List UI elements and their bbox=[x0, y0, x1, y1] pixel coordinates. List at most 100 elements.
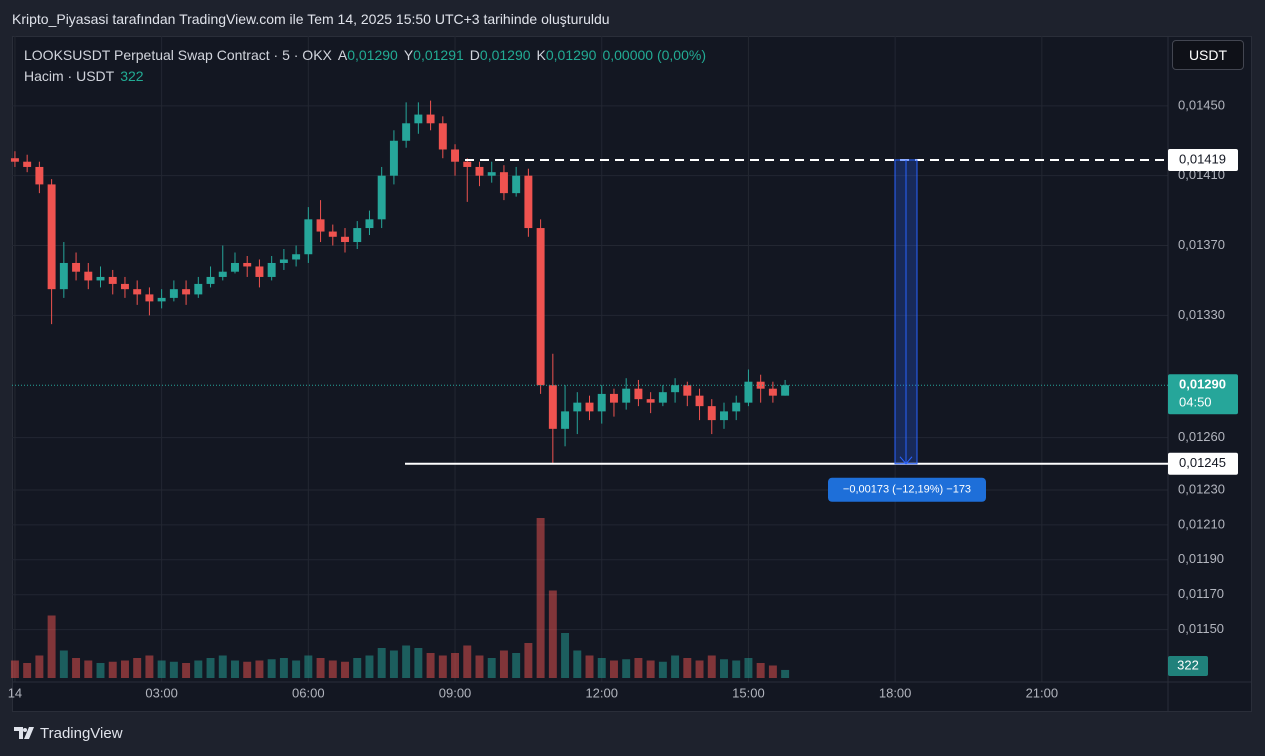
brand: TradingView bbox=[40, 725, 123, 742]
x-tick-label: 12:00 bbox=[585, 685, 618, 700]
volume-bar bbox=[279, 658, 288, 678]
field-value: 0,01290 bbox=[347, 47, 398, 63]
volume-bar bbox=[512, 653, 521, 678]
y-tick-label: 0,01450 bbox=[1178, 97, 1225, 112]
y-tick-label: 0,01170 bbox=[1178, 586, 1224, 601]
volume-bar bbox=[414, 648, 423, 678]
volume-bar bbox=[732, 660, 741, 678]
volume-bar bbox=[487, 658, 496, 678]
volume-bar bbox=[169, 661, 178, 678]
change: 0,00000 (0,00%) bbox=[602, 47, 706, 63]
body bbox=[683, 385, 692, 396]
caption: Kripto_Piyasasi tarafından TradingView.c… bbox=[12, 11, 610, 27]
volume-bar bbox=[133, 658, 142, 678]
body bbox=[597, 393, 606, 412]
volume-bar bbox=[243, 661, 252, 678]
body bbox=[756, 381, 765, 389]
volume-bar bbox=[524, 643, 533, 678]
body bbox=[768, 388, 777, 396]
body bbox=[316, 219, 325, 232]
volume-bar bbox=[756, 663, 765, 678]
x-tick-label: 09:00 bbox=[439, 685, 472, 700]
volume-bar bbox=[646, 660, 655, 678]
volume-bar bbox=[96, 663, 105, 678]
volume-bar bbox=[72, 658, 81, 678]
body bbox=[671, 385, 680, 393]
body bbox=[402, 123, 411, 141]
legend-field: D0,01290 bbox=[470, 45, 531, 66]
body bbox=[108, 276, 117, 284]
body bbox=[292, 254, 301, 260]
y-tick-label: 0,01230 bbox=[1178, 481, 1225, 496]
volume-bar bbox=[23, 663, 32, 678]
countdown: 04:50 bbox=[1179, 395, 1212, 410]
currency-button[interactable]: USDT bbox=[1172, 40, 1244, 70]
body bbox=[634, 388, 643, 400]
level-label-box bbox=[1168, 452, 1238, 475]
measure-label-box bbox=[828, 477, 986, 502]
volume-bar bbox=[597, 658, 606, 678]
volume-bar bbox=[377, 648, 386, 678]
volume-bar bbox=[720, 659, 728, 678]
symbol: LOOKSUSDT Perpetual Swap Contract · 5 · … bbox=[24, 47, 332, 63]
volume-bar bbox=[658, 661, 667, 678]
body bbox=[133, 289, 142, 295]
body bbox=[524, 175, 533, 229]
volume-bar bbox=[365, 655, 374, 678]
volume-bar bbox=[206, 658, 215, 678]
field-key: Y bbox=[403, 47, 414, 63]
body bbox=[341, 236, 349, 243]
body bbox=[536, 228, 545, 386]
volume-bar bbox=[120, 660, 129, 678]
body bbox=[120, 283, 129, 290]
body bbox=[353, 228, 362, 243]
body bbox=[182, 289, 191, 295]
volume-bar bbox=[744, 658, 753, 678]
x-tick-label: 14 bbox=[8, 685, 22, 700]
body bbox=[243, 262, 252, 267]
chart-panel bbox=[12, 36, 1252, 712]
body bbox=[707, 406, 716, 421]
legend-field: K0,01290 bbox=[537, 45, 597, 66]
body bbox=[658, 392, 667, 403]
volume-bar bbox=[707, 655, 716, 678]
volume-bar bbox=[683, 658, 692, 678]
body bbox=[169, 289, 178, 298]
body bbox=[377, 175, 386, 220]
volume-bar bbox=[475, 655, 484, 678]
body bbox=[72, 262, 81, 272]
body bbox=[499, 172, 508, 194]
volume-bar bbox=[536, 518, 545, 678]
volume-bar bbox=[231, 660, 239, 678]
body bbox=[194, 283, 203, 295]
volume-bar bbox=[573, 650, 582, 678]
y-tick-label: 0,01260 bbox=[1178, 429, 1225, 444]
volume-label-box bbox=[1168, 656, 1208, 676]
y-tick-label: 0,01210 bbox=[1178, 516, 1225, 531]
volume-bar bbox=[451, 653, 460, 678]
volume-bar bbox=[328, 660, 337, 678]
volume-bar bbox=[438, 655, 447, 678]
volume-bar bbox=[194, 660, 203, 678]
volume-bar bbox=[341, 661, 349, 678]
volume-bar bbox=[35, 655, 44, 678]
body bbox=[573, 402, 582, 412]
volume-bar bbox=[781, 669, 790, 678]
volume-bar bbox=[463, 645, 472, 678]
x-tick-label: 06:00 bbox=[292, 685, 325, 700]
volume-value: 322 bbox=[120, 68, 144, 84]
measure-label: −0,00173 (−12,19%) −173 bbox=[843, 484, 971, 496]
body bbox=[744, 381, 753, 403]
volume-label: Hacim · USDT bbox=[24, 68, 115, 84]
volume-bar bbox=[59, 650, 68, 678]
legend-field: A0,01290 bbox=[338, 45, 398, 66]
body bbox=[145, 294, 154, 302]
body bbox=[548, 385, 557, 429]
volume-bar bbox=[695, 660, 704, 678]
body bbox=[231, 262, 239, 272]
body bbox=[781, 385, 790, 396]
volume-bar bbox=[634, 658, 643, 678]
body bbox=[732, 402, 741, 412]
y-tick-label: 0,01190 bbox=[1178, 551, 1224, 566]
volume-bar bbox=[84, 660, 93, 678]
